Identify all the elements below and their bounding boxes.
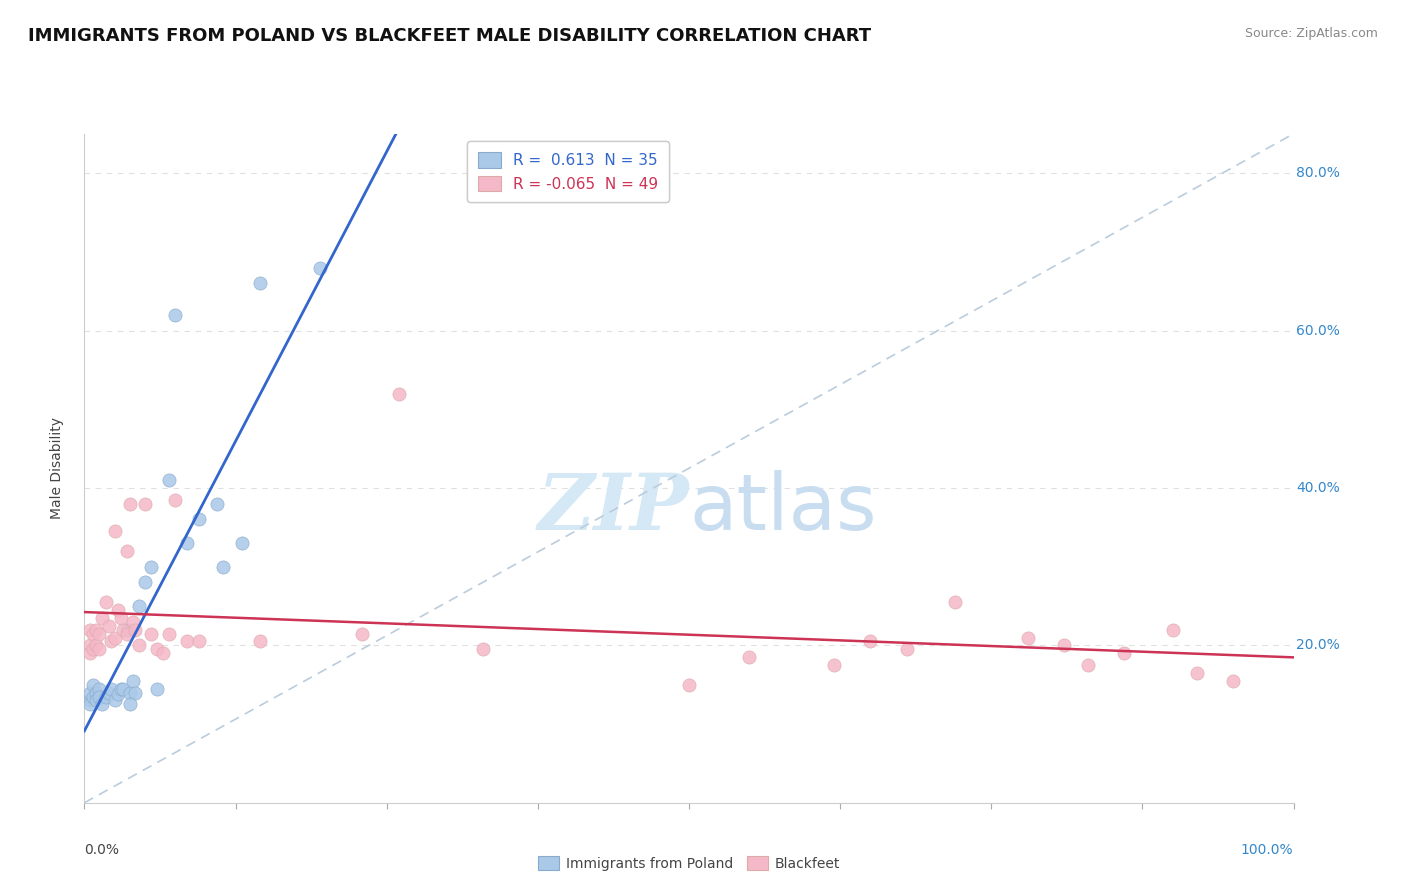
Point [124, 623, 146, 637]
Point [104, 631, 127, 645]
Point [100, 681, 122, 696]
Text: 20.0%: 20.0% [1296, 639, 1340, 652]
Point [139, 559, 162, 574]
Point [163, 492, 186, 507]
Text: Source: ZipAtlas.com: Source: ZipAtlas.com [1244, 27, 1378, 40]
Point [146, 642, 169, 657]
Text: 40.0%: 40.0% [1296, 481, 1340, 495]
Point [152, 646, 174, 660]
Point [107, 687, 129, 701]
Point [94, 690, 117, 704]
Text: IMMIGRANTS FROM POLAND VS BLACKFEET MALE DISABILITY CORRELATION CHART: IMMIGRANTS FROM POLAND VS BLACKFEET MALE… [28, 27, 872, 45]
Point [472, 642, 495, 657]
Point [139, 626, 162, 640]
Point [231, 536, 253, 550]
Point [121, 615, 143, 629]
Point [738, 650, 761, 665]
Text: 0.0%: 0.0% [84, 843, 120, 857]
Point [157, 473, 180, 487]
Text: 60.0%: 60.0% [1296, 324, 1340, 337]
Point [823, 658, 845, 673]
Point [896, 642, 918, 657]
Point [104, 524, 127, 539]
Text: ZIP: ZIP [537, 470, 689, 547]
Point [104, 693, 127, 707]
Point [82, 626, 104, 640]
Point [86, 639, 108, 653]
Point [110, 611, 132, 625]
Point [86, 685, 108, 699]
Point [79, 693, 101, 707]
Point [107, 603, 129, 617]
Point [112, 681, 135, 696]
Point [87, 626, 110, 640]
Point [1077, 658, 1099, 673]
Legend: R =  0.613  N = 35, R = -0.065  N = 49: R = 0.613 N = 35, R = -0.065 N = 49 [467, 142, 669, 202]
Point [1185, 665, 1208, 680]
Point [87, 690, 110, 704]
Point [188, 634, 211, 648]
Point [112, 623, 135, 637]
Point [1161, 623, 1184, 637]
Point [115, 626, 138, 640]
Point [1114, 646, 1136, 660]
Point [115, 544, 138, 558]
Point [146, 681, 169, 696]
Y-axis label: Male Disability: Male Disability [49, 417, 63, 519]
Point [87, 681, 110, 696]
Point [176, 536, 198, 550]
Point [1053, 639, 1076, 653]
Point [163, 308, 186, 322]
Point [79, 639, 101, 653]
Point [1222, 673, 1244, 688]
Point [87, 642, 110, 657]
Point [115, 623, 138, 637]
Point [120, 685, 142, 699]
Point [79, 646, 101, 660]
Point [120, 497, 142, 511]
Text: 100.0%: 100.0% [1241, 843, 1294, 857]
Point [1017, 631, 1039, 645]
Point [176, 634, 198, 648]
Point [120, 698, 142, 712]
Point [86, 693, 108, 707]
Point [100, 634, 122, 648]
Point [128, 599, 150, 613]
Point [128, 639, 150, 653]
Point [82, 642, 104, 657]
Point [86, 623, 108, 637]
Point [79, 685, 101, 699]
Point [207, 497, 229, 511]
Point [249, 634, 271, 648]
Point [309, 260, 332, 275]
Point [943, 595, 966, 609]
Point [94, 595, 117, 609]
Text: 80.0%: 80.0% [1296, 166, 1340, 180]
Point [678, 678, 700, 692]
Point [110, 681, 132, 696]
Point [82, 690, 104, 704]
Point [121, 673, 143, 688]
Legend: Immigrants from Poland, Blackfeet: Immigrants from Poland, Blackfeet [533, 850, 845, 876]
Point [212, 559, 235, 574]
Point [79, 623, 101, 637]
Point [124, 685, 146, 699]
Point [134, 497, 156, 511]
Point [249, 277, 271, 291]
Point [97, 618, 120, 632]
Point [91, 698, 114, 712]
Point [97, 685, 120, 699]
Point [91, 611, 114, 625]
Point [134, 575, 156, 590]
Point [188, 512, 211, 526]
Point [859, 634, 882, 648]
Point [157, 626, 180, 640]
Point [388, 386, 411, 401]
Text: atlas: atlas [689, 470, 876, 547]
Point [82, 678, 104, 692]
Point [352, 626, 374, 640]
Point [79, 698, 101, 712]
